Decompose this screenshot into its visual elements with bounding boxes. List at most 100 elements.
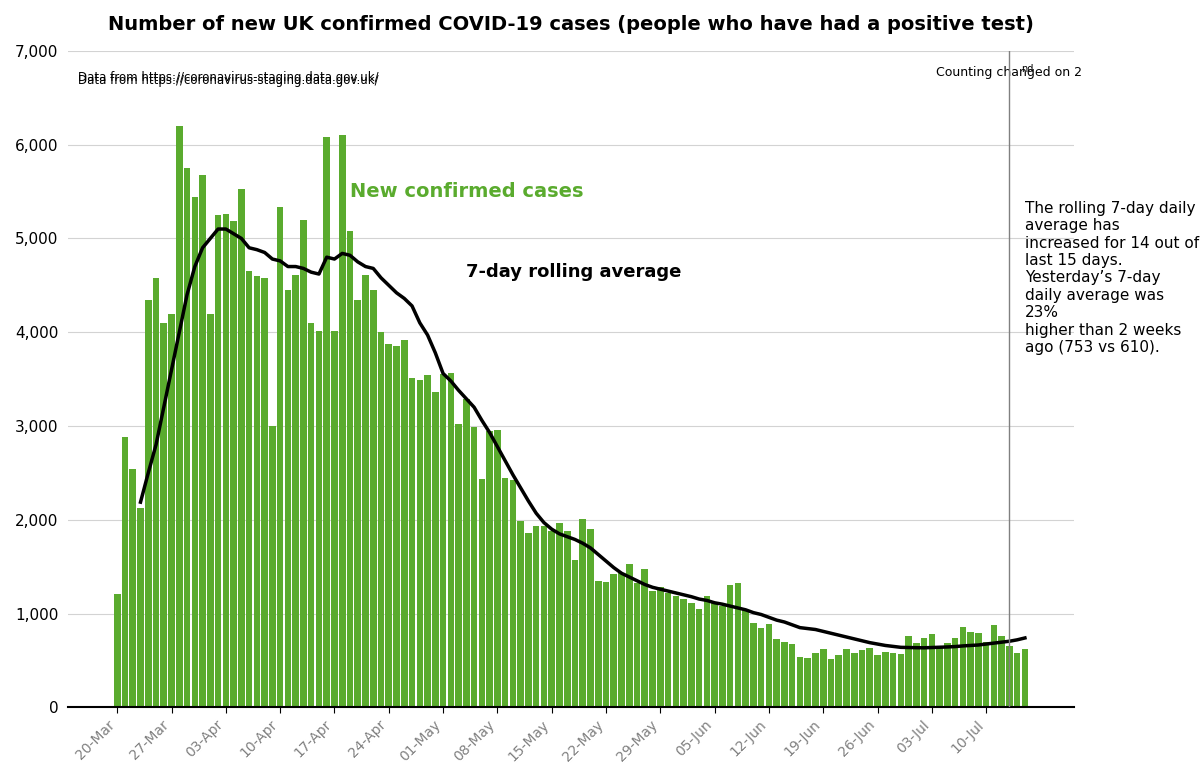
Bar [494,430,500,707]
Bar [634,583,641,707]
Bar [773,639,780,707]
Bar [844,649,850,707]
Bar [1021,649,1028,707]
Bar [734,583,742,707]
Bar [215,215,221,707]
Bar [246,271,252,707]
Bar [898,654,904,707]
Bar [976,633,982,707]
Bar [781,642,787,707]
Bar [331,331,337,707]
Bar [517,521,524,707]
Bar [145,300,151,707]
Bar [401,340,408,707]
Bar [688,603,695,707]
Bar [727,585,733,707]
Bar [533,527,540,707]
Bar [448,373,454,707]
Text: Data from https://coronavirus-staging.data.gov.uk/: Data from https://coronavirus-staging.da… [78,74,379,86]
Bar [875,655,881,707]
Bar [378,332,384,707]
Bar [703,597,710,707]
Bar [611,573,617,707]
Bar [300,220,307,707]
Bar [130,469,136,707]
Bar [394,346,400,707]
Bar [486,432,493,707]
Bar [253,276,260,707]
Bar [804,657,811,707]
Bar [556,523,563,707]
Bar [277,206,283,707]
Bar [913,643,919,707]
Bar [208,315,214,707]
Bar [425,375,431,707]
Bar [967,632,974,707]
Bar [284,290,292,707]
Bar [658,587,664,707]
Bar [463,399,469,707]
Bar [750,623,757,707]
Bar [432,392,439,707]
Text: Counting changed on 2: Counting changed on 2 [936,66,1082,79]
Bar [121,437,128,707]
Bar [905,636,912,707]
Bar [548,531,554,707]
Bar [595,580,601,707]
Bar [168,315,175,707]
Bar [137,508,144,707]
Bar [230,221,236,707]
Bar [626,564,632,707]
Bar [455,425,462,707]
Bar [354,300,361,707]
Bar [882,651,888,707]
Bar [991,625,997,707]
Bar [788,643,796,707]
Bar [812,653,818,707]
Bar [293,275,299,707]
Bar [370,290,377,707]
Bar [308,323,314,707]
Bar [502,478,509,707]
Bar [889,653,896,707]
Title: Number of new UK confirmed COVID-19 cases (people who have had a positive test): Number of new UK confirmed COVID-19 case… [108,15,1034,34]
Bar [176,125,182,707]
Bar [952,638,959,707]
Bar [114,594,120,707]
Bar [587,529,594,707]
Bar [920,638,928,707]
Bar [580,519,586,707]
Bar [479,478,485,707]
Bar [184,167,191,707]
Bar [409,378,415,707]
Bar [1006,646,1013,707]
Bar [262,277,268,707]
Bar [797,657,803,707]
Bar [820,649,827,707]
Bar [347,231,353,707]
Bar [385,344,392,707]
Bar [1014,653,1020,707]
Bar [338,135,346,707]
Bar [602,582,610,707]
Bar [828,659,834,707]
Bar [680,599,686,707]
Bar [564,531,570,707]
Bar [316,331,323,707]
Bar [324,137,330,707]
Bar [936,647,943,707]
Bar [665,593,671,707]
Bar [851,653,858,707]
Bar [470,427,478,707]
Bar [835,655,842,707]
Bar [672,597,679,707]
Bar [416,380,424,707]
Bar [960,627,966,707]
Bar [743,609,749,707]
Bar [766,624,773,707]
Bar [944,643,950,707]
Bar [192,196,198,707]
Bar [859,650,865,707]
Bar [929,634,935,707]
Text: New confirmed cases: New confirmed cases [350,182,583,201]
